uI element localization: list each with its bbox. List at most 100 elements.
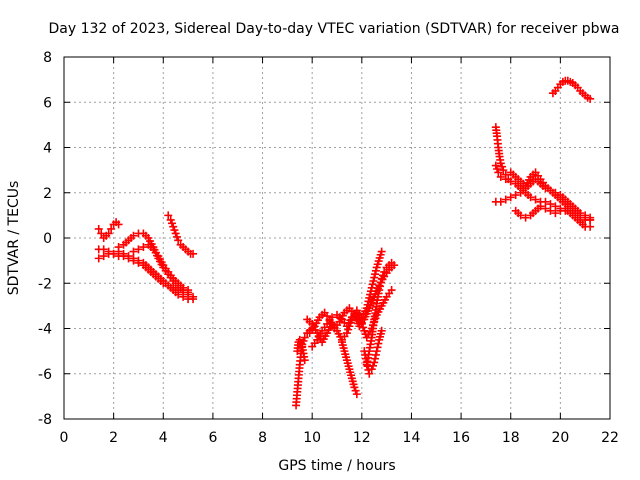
data-point [99,245,108,254]
data-point [541,197,550,206]
data-point [134,245,143,254]
data-point [119,252,128,261]
data-point [107,224,116,233]
data-point [352,390,361,399]
data-point [506,177,515,186]
data-point [114,220,123,229]
data-point [551,209,560,218]
data-point [541,204,550,213]
y-tick-label: -4 [38,322,52,338]
x-tick-label: 12 [353,430,371,446]
data-point [129,256,138,265]
data-point [104,247,113,256]
data-point [99,252,108,261]
data-point [362,358,371,367]
data-point [511,191,520,200]
x-tick-label: 18 [502,430,520,446]
data-point [179,283,188,292]
data-point [576,209,585,218]
data-point [494,168,503,177]
data-point [371,350,380,359]
data-point [376,282,385,291]
data-point [501,195,510,204]
data-point [371,354,380,363]
data-point [300,356,309,365]
x-tick-label: 20 [551,430,569,446]
data-point [164,281,173,290]
data-point [94,254,103,263]
x-tick-label: 4 [159,430,168,446]
data-point [94,224,103,233]
data-point [97,229,106,238]
y-tick-label: -2 [38,276,52,292]
data-point [129,231,138,240]
data-point [546,206,555,215]
x-tick-label: 14 [403,430,421,446]
data-point [387,258,396,267]
data-point [365,369,374,378]
data-point [546,200,555,209]
data-point [159,279,168,288]
chart-title: Day 132 of 2023, Sidereal Day-to-day VTE… [48,21,619,37]
data-point [546,186,555,195]
data-point [501,175,510,184]
y-tick-label: -6 [38,367,52,383]
data-point [360,347,369,356]
data-point [380,267,389,276]
data-point [300,333,309,342]
x-tick-label: 16 [452,430,470,446]
data-point [124,254,133,263]
data-point [139,243,148,252]
data-point [109,249,118,258]
data-point [586,94,595,103]
data-point [174,236,183,245]
x-tick-label: 2 [109,430,118,446]
y-tick-label: 6 [43,95,52,111]
data-point [516,211,525,220]
data-point [328,313,337,322]
data-point [373,343,382,352]
y-tick-label: 0 [43,231,52,247]
data-points [94,76,595,410]
data-point [387,286,396,295]
data-point [189,249,198,258]
data-point [521,213,530,222]
data-point [114,243,123,252]
data-point [377,326,386,335]
y-tick-label: 4 [43,141,52,157]
data-point [551,188,560,197]
x-tick-label: 10 [303,430,321,446]
data-point [104,229,113,238]
data-point [169,283,178,292]
axis-ticks: 0 2 4 6 8 10 12 14 16 18 20 22 -8 -6 -4 -2 0 2 4 6 8 [38,50,619,446]
data-point [376,278,385,287]
y-tick-label: 2 [43,186,52,202]
data-point [536,202,545,211]
data-point [581,211,590,220]
x-tick-label: 8 [258,430,267,446]
y-axis-label: SDTVAR / TECUs [6,181,22,296]
data-point [586,213,595,222]
data-point [496,172,505,181]
data-point [134,258,143,267]
data-point [499,166,508,175]
x-axis-label: GPS time / hours [278,458,395,474]
data-point [496,197,505,206]
data-point [531,195,540,204]
data-point [375,286,384,295]
data-point [184,286,193,295]
data-point [129,247,138,256]
data-point [586,222,595,231]
x-tick-label: 0 [60,430,69,446]
data-point [370,358,379,367]
data-point [374,339,383,348]
data-point [526,193,535,202]
x-tick-label: 22 [601,430,619,446]
y-tick-label: 8 [43,50,52,66]
data-point [189,292,198,301]
data-point [556,206,565,215]
data-point [361,350,370,359]
data-point [551,202,560,211]
y-tick-label: -8 [38,412,52,428]
data-point [506,193,515,202]
